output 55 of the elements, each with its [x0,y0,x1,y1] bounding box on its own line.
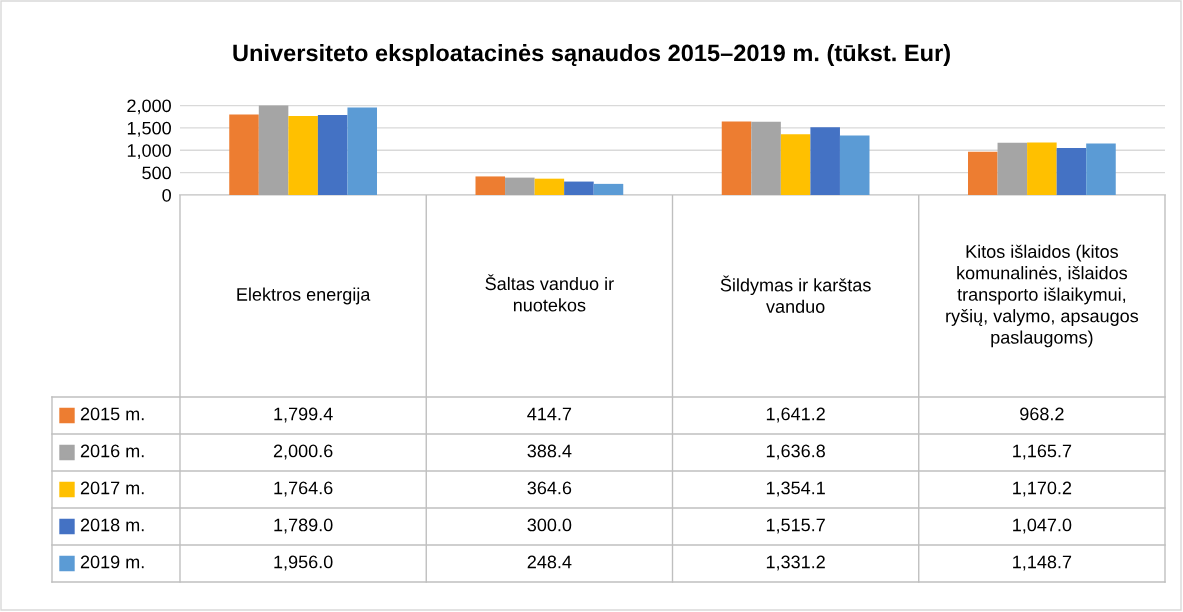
data-label: 1,956.0 [274,555,333,571]
bar [1086,143,1116,195]
data-label: 1,148.7 [1013,555,1072,571]
data-label: 300.0 [527,518,572,532]
legend-label: 2017 m. [80,481,144,495]
bar [593,183,624,195]
data-label: 1,354.1 [766,481,825,497]
y-tick-label: 1,000 [127,144,171,160]
bar [317,114,348,195]
data-label: 2,000.6 [273,444,333,460]
bar [475,176,506,195]
bar [810,127,840,195]
data-label: 1,636.8 [766,444,825,460]
bar [1056,148,1087,195]
x-tick-label: Šaltas vanduo ir nuotekos [485,274,614,312]
data-label: 1,764.6 [274,481,333,497]
chart-title: Universiteto eksploatacinės sąnaudos 2015–2019 m. (tūkst. Eur) [233,44,950,66]
y-tick-label: 1,500 [127,121,171,137]
bar [968,151,998,195]
data-label: 1,047.0 [1013,518,1072,534]
data-label: 364.6 [527,481,572,495]
bar [751,121,781,195]
legend-label: 2016 m. [80,444,144,458]
bar [780,134,811,195]
bar [534,178,565,195]
x-tick-label: Elektros energija [237,287,371,305]
bar [1027,142,1057,195]
data-label: 414.7 [527,407,572,421]
y-tick-label: 500 [142,166,171,180]
bar [721,121,752,195]
bar [229,114,259,195]
y-tick-label: 2,000 [127,99,171,115]
bar [997,142,1028,195]
data-label: 1,641.2 [766,407,825,423]
data-label: 1,170.2 [1013,481,1072,497]
data-label: 388.4 [527,444,572,458]
x-tick-label: Kitos išlaidos (kitos komunalinės, išlaidos transporto išlaikymui, ryšių, valymo, apsaugos paslaugoms) [946,244,1139,348]
y-tick-label: 0 [162,188,171,202]
data-label: 1,799.4 [274,407,333,423]
data-label: 1,165.7 [1013,444,1072,460]
x-tick-label: Šildymas ir karštas vanduo [720,275,871,313]
data-label: 1,789.0 [274,518,333,534]
data-label: 968.2 [1020,407,1064,421]
legend-label: 2015 m. [80,407,144,421]
legend-label: 2019 m. [80,555,144,569]
legend-label: 2018 m. [80,518,144,532]
bar [839,135,870,195]
data-label: 1,515.7 [766,518,825,534]
bar [347,107,377,195]
bar [288,115,318,195]
bar [258,105,289,195]
bar [505,177,535,195]
data-label: 248.4 [527,555,572,569]
bar [564,181,594,195]
data-label: 1,331.2 [766,555,825,571]
